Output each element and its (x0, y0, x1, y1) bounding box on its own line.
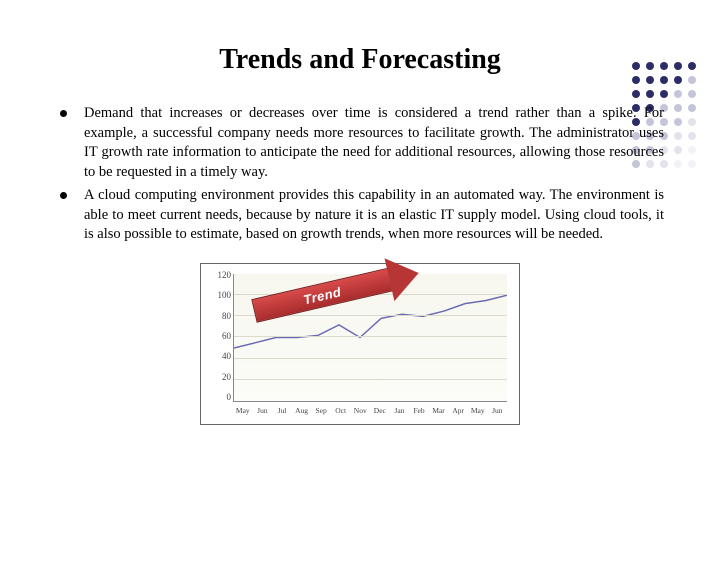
bullet-list: Demand that increases or decreases over … (56, 104, 664, 245)
page-title: Trends and Forecasting (0, 44, 720, 76)
content-region: Demand that increases or decreases over … (0, 104, 720, 425)
bullet-item: Demand that increases or decreases over … (56, 104, 664, 182)
trend-chart: 120100806040200 MayJunJulAugSepOctNovDec… (200, 263, 520, 425)
y-axis: 120100806040200 (207, 270, 231, 402)
x-axis: MayJunJulAugSepOctNovDecJanFebMarAprMayJ… (233, 406, 507, 420)
chart-frame: 120100806040200 MayJunJulAugSepOctNovDec… (200, 263, 520, 425)
bullet-item: A cloud computing environment provides t… (56, 186, 664, 245)
plot-region (233, 274, 507, 402)
chart-area: 120100806040200 MayJunJulAugSepOctNovDec… (207, 270, 509, 420)
line-series (234, 274, 507, 401)
